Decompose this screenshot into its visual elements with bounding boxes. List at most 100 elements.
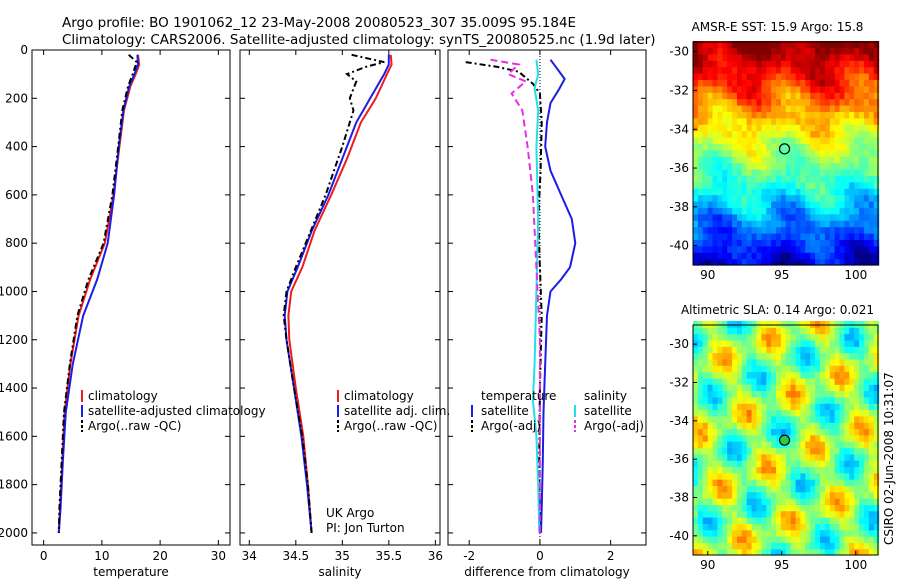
map-cell xyxy=(820,365,826,373)
map-cell xyxy=(722,245,728,253)
map-cell xyxy=(737,453,743,461)
map-cell xyxy=(805,207,811,215)
map-cell xyxy=(732,358,738,366)
map-cell xyxy=(873,66,880,74)
map-cell xyxy=(863,98,870,106)
map-cell xyxy=(795,41,802,48)
map-cell xyxy=(849,60,855,68)
map-cell xyxy=(702,523,709,531)
map-cell xyxy=(741,149,748,157)
map-cell xyxy=(707,175,714,183)
map-cell xyxy=(829,207,836,215)
map-cell xyxy=(800,485,806,493)
map-cell xyxy=(712,233,718,240)
map-cell xyxy=(751,346,758,354)
map-cell xyxy=(810,111,816,119)
map-cell xyxy=(849,85,855,93)
map-cell xyxy=(824,73,831,80)
map-cell xyxy=(790,346,797,354)
map-cell xyxy=(815,384,821,392)
map-cell xyxy=(839,340,845,347)
map-cell xyxy=(727,415,733,423)
map-cell xyxy=(727,517,733,524)
map-cell xyxy=(859,194,865,202)
map-cell xyxy=(732,479,738,486)
map-cell xyxy=(844,371,850,379)
map-cell xyxy=(771,85,777,93)
map-cell xyxy=(722,333,728,341)
map-cell xyxy=(776,226,782,234)
map-cell xyxy=(785,149,792,157)
map-cell xyxy=(810,130,816,138)
map-cell xyxy=(771,258,777,266)
map-cell xyxy=(780,53,787,61)
map-cell xyxy=(815,73,821,80)
map-cell xyxy=(834,504,841,512)
map-cell xyxy=(815,422,821,430)
map-cell xyxy=(815,485,821,493)
map-cell xyxy=(790,149,797,157)
map-cell xyxy=(859,434,865,442)
map-cell xyxy=(820,47,826,55)
map-cell xyxy=(863,517,870,524)
map-cell xyxy=(722,66,728,74)
map-cell xyxy=(820,130,826,138)
map-cell xyxy=(717,371,723,379)
map-cell xyxy=(717,213,723,221)
map-cell xyxy=(800,422,806,430)
map-cell xyxy=(761,358,767,366)
map-cell xyxy=(800,479,806,486)
map-cell xyxy=(722,523,728,531)
map-cell xyxy=(693,239,699,247)
map-cell xyxy=(697,162,704,170)
map-cell xyxy=(702,92,709,100)
map-cell xyxy=(790,504,797,512)
map-cell xyxy=(756,523,762,531)
map-cell xyxy=(702,434,709,442)
map-cell xyxy=(697,92,704,100)
map-cell xyxy=(844,92,850,100)
map-cell xyxy=(741,358,748,366)
map-cell xyxy=(868,137,875,144)
map-cell xyxy=(761,548,767,556)
map-cell xyxy=(824,548,831,556)
map-cell xyxy=(854,213,860,221)
map-cell xyxy=(771,510,777,518)
map-cell xyxy=(849,352,855,360)
map-cell xyxy=(849,181,855,189)
map-cell xyxy=(805,245,811,253)
map-cell xyxy=(737,143,743,151)
map-cell xyxy=(863,66,870,74)
map-cell xyxy=(712,523,718,531)
map-cell xyxy=(727,169,733,176)
map-cell xyxy=(873,60,880,68)
map-cell xyxy=(727,479,733,486)
map-cell xyxy=(800,226,806,234)
map-cell xyxy=(849,479,855,486)
map-cell xyxy=(829,169,836,176)
map-cell xyxy=(707,365,714,373)
map-cell xyxy=(805,169,811,176)
map-cell xyxy=(873,517,880,524)
map-cell xyxy=(815,498,821,505)
map-cell xyxy=(780,201,787,208)
map-cell xyxy=(824,472,831,480)
map-cell xyxy=(824,529,831,537)
map-cell xyxy=(849,98,855,106)
map-cell xyxy=(727,409,733,417)
map-cell xyxy=(722,485,728,493)
map-cell xyxy=(824,188,831,196)
map-cell xyxy=(863,447,870,455)
map-cell xyxy=(863,258,870,266)
map-cell xyxy=(829,504,836,512)
map-cell xyxy=(712,98,718,106)
map-cell xyxy=(776,130,782,138)
map-cell xyxy=(702,175,709,183)
map-cell xyxy=(824,327,831,335)
map-cell xyxy=(859,245,865,253)
map-cell xyxy=(844,220,850,228)
map-cell xyxy=(693,137,699,144)
map-cell xyxy=(717,415,723,423)
map-cell xyxy=(810,333,816,341)
map-cell xyxy=(697,124,704,132)
